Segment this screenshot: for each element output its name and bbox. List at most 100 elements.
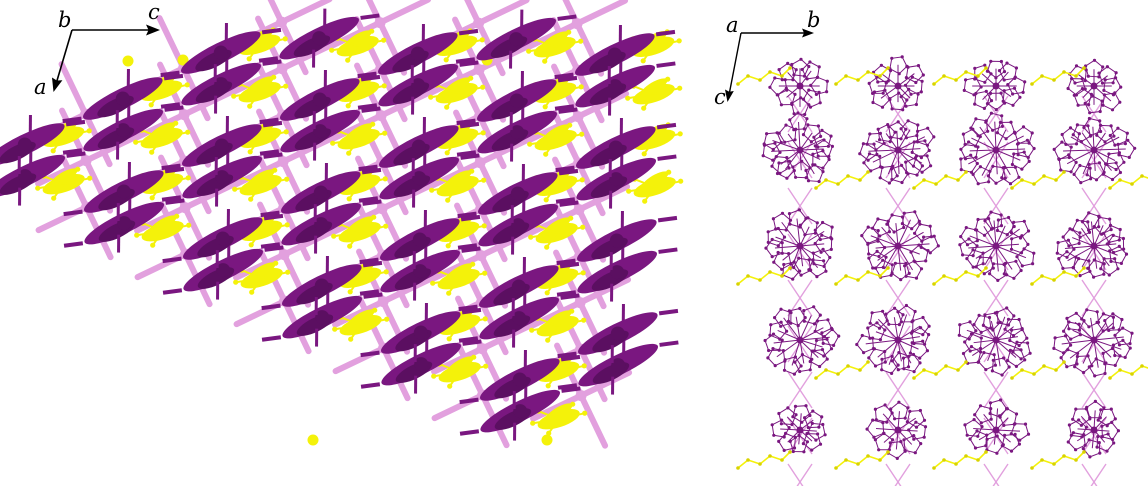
- guest-bond: [955, 271, 967, 281]
- host-arm: [554, 104, 575, 111]
- host-metal-atom: [608, 140, 623, 155]
- guest-bond: [759, 71, 771, 81]
- host-ring: [986, 435, 1004, 454]
- guest-atom: [746, 458, 750, 462]
- host-atom: [809, 83, 813, 87]
- host-atom: [792, 128, 796, 132]
- host-arm: [259, 149, 280, 156]
- host-atom: [877, 254, 881, 259]
- guest-bond: [554, 85, 582, 94]
- guest-bond: [1119, 179, 1133, 185]
- host-arm: [28, 115, 32, 133]
- guest-atom: [1042, 364, 1046, 368]
- host-atom: [961, 351, 966, 356]
- host-atom: [901, 108, 905, 112]
- host-ring: [782, 261, 801, 280]
- host-atom: [888, 97, 892, 102]
- host-arm: [555, 165, 575, 173]
- host-ring: [807, 422, 826, 441]
- guest-atom: [346, 196, 352, 202]
- host-ring: [1103, 77, 1122, 96]
- host-atom: [819, 250, 823, 254]
- host-bond: [1064, 245, 1095, 249]
- host-ring: [771, 156, 790, 174]
- host-ring: [763, 132, 782, 151]
- axis-label-c: c: [714, 85, 726, 109]
- host-metal-atom: [513, 404, 528, 419]
- host-atom: [768, 333, 772, 337]
- host-arm: [163, 73, 184, 81]
- host-atom: [995, 434, 999, 438]
- host-ring: [874, 404, 893, 423]
- host-atom: [921, 73, 925, 77]
- host-atom: [979, 336, 983, 340]
- host-atom: [786, 61, 790, 65]
- host-cluster: [867, 55, 925, 112]
- host-atom: [1093, 399, 1097, 403]
- host-atom: [987, 315, 992, 320]
- host-atom: [926, 126, 930, 130]
- host-atom: [1088, 111, 1092, 115]
- host-arm: [520, 71, 524, 89]
- host-atom: [1068, 126, 1073, 130]
- guest-atom: [232, 186, 238, 192]
- host-ring: [1053, 335, 1072, 354]
- host-atom: [872, 347, 877, 351]
- guest-atom: [381, 83, 387, 89]
- host-atom: [868, 336, 872, 340]
- guest-atom: [780, 458, 784, 462]
- host-bond: [897, 129, 911, 151]
- host-atom: [1011, 103, 1015, 107]
- guest-atom: [666, 169, 672, 175]
- host-atom: [1000, 114, 1004, 118]
- host-atom: [989, 227, 994, 231]
- host-atom: [969, 170, 974, 174]
- guest-atom: [447, 383, 453, 389]
- host-ring: [866, 419, 885, 438]
- host-arm: [359, 257, 379, 265]
- host-bond: [897, 149, 923, 164]
- guest-atom: [976, 74, 980, 78]
- guest-atom: [372, 307, 378, 313]
- guest-molecule: [814, 170, 870, 190]
- guest-molecule: [1030, 266, 1086, 286]
- guest-molecule: [1030, 450, 1086, 470]
- host-atom: [977, 313, 981, 317]
- host-atom: [830, 225, 834, 229]
- host-arm: [412, 189, 416, 208]
- host-bond: [995, 135, 1024, 151]
- host-bond: [973, 339, 997, 344]
- host-atom: [1005, 306, 1009, 310]
- host-atom: [788, 118, 792, 122]
- host-ring: [913, 223, 932, 242]
- host-atom: [1031, 262, 1035, 266]
- host-atom: [821, 247, 825, 251]
- host-atom: [770, 423, 774, 427]
- host-atom: [978, 404, 983, 408]
- host-ring: [1102, 162, 1122, 181]
- host-atom: [867, 252, 871, 256]
- guest-atom: [370, 121, 376, 127]
- host-metal-atom: [312, 92, 327, 107]
- host-atom: [866, 326, 870, 330]
- host-arm: [608, 159, 612, 177]
- host-arm: [459, 121, 480, 129]
- host-atom: [770, 237, 774, 242]
- host-atom: [1077, 328, 1081, 332]
- guest-atom: [814, 186, 818, 190]
- host-atom: [991, 262, 996, 266]
- guest-bond: [847, 175, 861, 181]
- host-metal-atom: [411, 139, 426, 154]
- host-arm: [357, 71, 377, 79]
- host-atom: [1026, 242, 1030, 246]
- host-atom: [920, 170, 924, 174]
- guest-bond: [759, 455, 771, 465]
- host-atom: [1083, 101, 1087, 105]
- host-atom: [1133, 146, 1137, 150]
- host-arm: [65, 119, 86, 127]
- guest-atom: [282, 36, 288, 42]
- guest-atom: [446, 336, 452, 342]
- guest-atom: [886, 66, 890, 70]
- guest-bond: [538, 410, 560, 421]
- guest-atom: [836, 182, 840, 186]
